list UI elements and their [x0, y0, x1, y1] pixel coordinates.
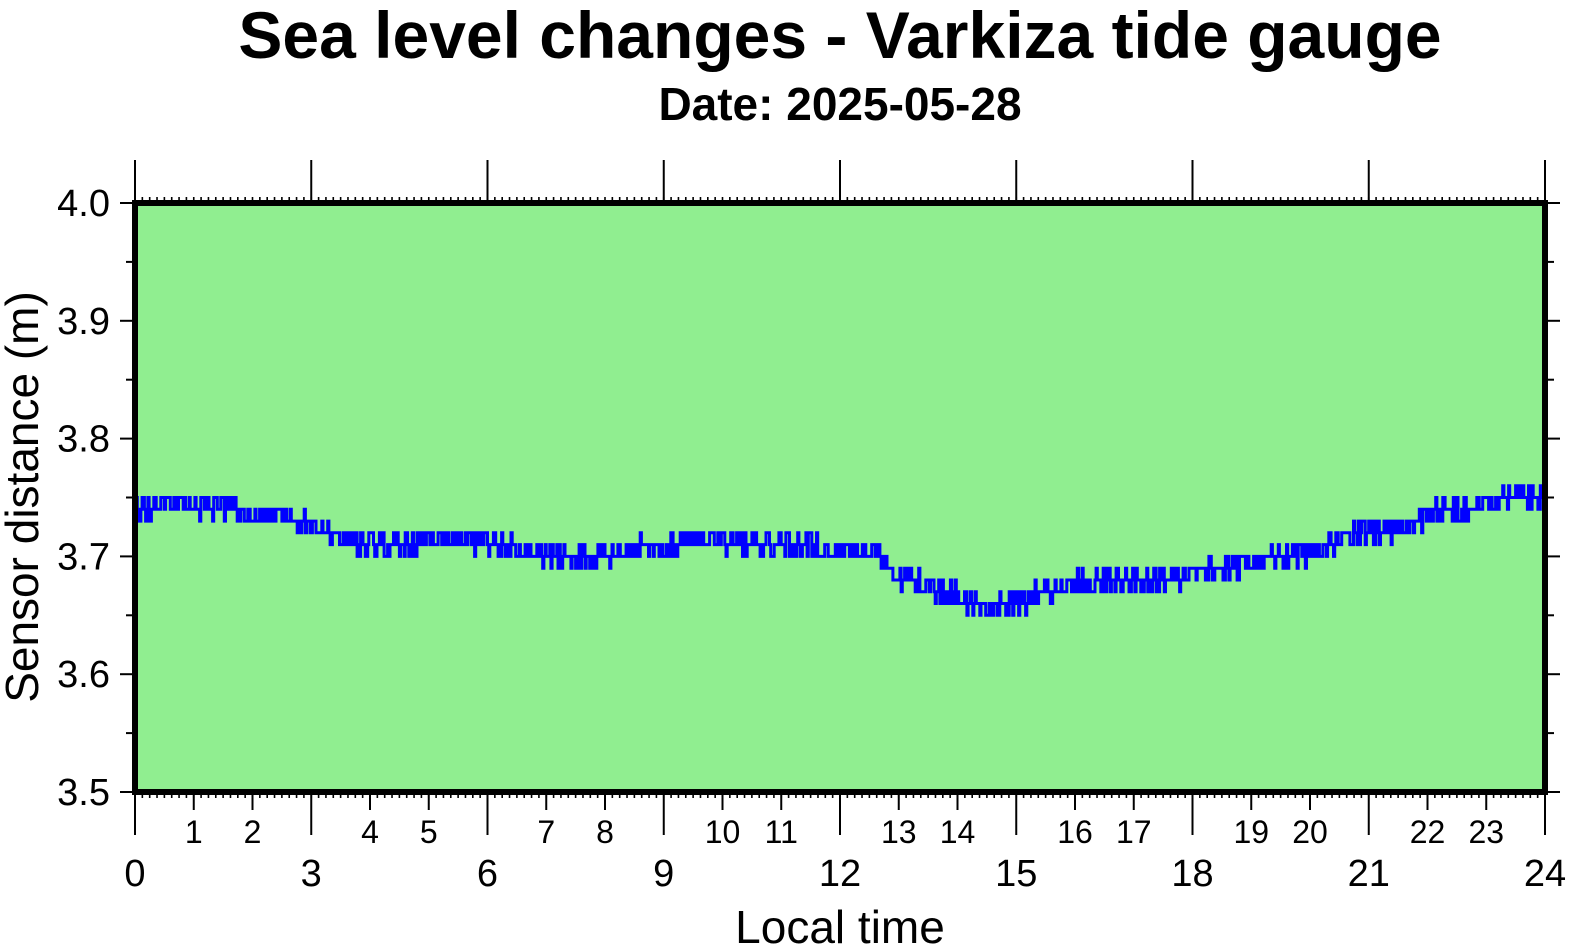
- y-tick-label: 3.6: [57, 654, 110, 696]
- x-minor-tick-label: 10: [705, 814, 741, 850]
- x-major-tick-label: 12: [819, 853, 861, 895]
- x-major-tick-label: 15: [995, 853, 1037, 895]
- x-minor-tick-label: 20: [1292, 814, 1328, 850]
- y-tick-label: 3.9: [57, 301, 110, 343]
- plot-area: [135, 203, 1545, 792]
- y-tick-label: 3.8: [57, 419, 110, 461]
- y-tick-label: 3.5: [57, 772, 110, 814]
- y-axis-tick-labels: 3.5 3.6 3.7 3.8 3.9 4.0: [57, 183, 110, 814]
- x-minor-tick-label: 16: [1057, 814, 1093, 850]
- x-minor-tick-label: 19: [1233, 814, 1269, 850]
- y-axis-label: Sensor distance (m): [0, 291, 48, 703]
- chart-title: Sea level changes - Varkiza tide gauge: [238, 0, 1441, 72]
- x-axis-tick-labels: 0 3 6 9 12 15 18 21 241 2 4 5 7 8 10 11 13 14 16 17 19 20 22 23: [124, 814, 1566, 895]
- x-minor-tick-label: 7: [537, 814, 555, 850]
- x-major-tick-label: 0: [124, 853, 145, 895]
- x-minor-tick-label: 2: [244, 814, 262, 850]
- x-minor-tick-label: 14: [940, 814, 976, 850]
- chart-subtitle: Date: 2025-05-28: [658, 78, 1021, 130]
- x-axis-label: Local time: [735, 901, 945, 950]
- x-minor-tick-label: 17: [1116, 814, 1152, 850]
- x-major-tick-label: 18: [1171, 853, 1213, 895]
- x-minor-tick-label: 4: [361, 814, 379, 850]
- x-major-tick-label: 3: [301, 853, 322, 895]
- x-minor-tick-label: 22: [1410, 814, 1446, 850]
- x-major-tick-label: 24: [1524, 853, 1566, 895]
- x-minor-tick-label: 1: [185, 814, 203, 850]
- x-minor-tick-label: 23: [1468, 814, 1504, 850]
- y-axis-ticks: [120, 202, 1560, 793]
- x-minor-tick-label: 11: [765, 814, 798, 850]
- x-axis-major-ticks: [134, 160, 1546, 835]
- y-tick-label: 3.7: [57, 536, 110, 578]
- x-major-tick-label: 9: [653, 853, 674, 895]
- x-minor-tick-label: 8: [596, 814, 614, 850]
- sea-level-series-line: [135, 484, 1545, 617]
- x-minor-tick-label: 13: [881, 814, 917, 850]
- x-major-tick-label: 6: [477, 853, 498, 895]
- y-tick-label: 4.0: [57, 183, 110, 225]
- x-major-tick-label: 21: [1348, 853, 1390, 895]
- x-minor-tick-label: 5: [420, 814, 438, 850]
